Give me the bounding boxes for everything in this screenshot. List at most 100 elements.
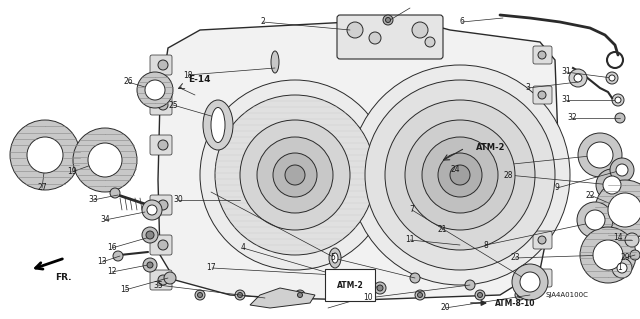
Text: 9: 9 xyxy=(555,183,559,192)
Circle shape xyxy=(377,285,383,291)
FancyBboxPatch shape xyxy=(337,15,443,59)
Circle shape xyxy=(410,273,420,283)
Circle shape xyxy=(158,275,168,285)
Circle shape xyxy=(295,290,305,300)
Circle shape xyxy=(350,65,570,285)
Circle shape xyxy=(385,100,535,250)
Circle shape xyxy=(347,22,363,38)
Circle shape xyxy=(617,263,627,273)
Circle shape xyxy=(215,95,375,255)
Circle shape xyxy=(145,80,165,100)
Circle shape xyxy=(477,293,483,298)
Text: 30: 30 xyxy=(173,196,183,204)
Text: ATM-2: ATM-2 xyxy=(476,143,506,152)
Text: 31: 31 xyxy=(561,68,571,77)
Circle shape xyxy=(538,91,546,99)
FancyBboxPatch shape xyxy=(533,269,552,287)
Text: E-14: E-14 xyxy=(188,76,211,85)
Circle shape xyxy=(538,51,546,59)
Circle shape xyxy=(465,280,475,290)
Circle shape xyxy=(608,193,640,227)
Circle shape xyxy=(365,80,555,270)
Circle shape xyxy=(73,128,137,192)
Circle shape xyxy=(27,137,63,173)
Text: 2: 2 xyxy=(260,18,266,26)
Circle shape xyxy=(137,72,173,108)
Ellipse shape xyxy=(329,248,341,268)
Circle shape xyxy=(147,205,157,215)
FancyBboxPatch shape xyxy=(533,231,552,249)
Text: 10: 10 xyxy=(363,293,373,302)
Circle shape xyxy=(577,202,613,238)
Text: 20: 20 xyxy=(440,303,450,313)
Circle shape xyxy=(143,258,157,272)
Text: 14: 14 xyxy=(613,234,623,242)
Circle shape xyxy=(587,142,613,168)
Text: 32: 32 xyxy=(567,114,577,122)
Text: 8: 8 xyxy=(484,241,488,249)
Circle shape xyxy=(147,262,153,268)
Circle shape xyxy=(146,231,154,239)
Circle shape xyxy=(515,290,525,300)
Circle shape xyxy=(383,15,393,25)
Text: 23: 23 xyxy=(510,254,520,263)
Circle shape xyxy=(198,293,202,298)
Circle shape xyxy=(609,75,615,81)
FancyBboxPatch shape xyxy=(533,46,552,64)
Text: 26: 26 xyxy=(123,78,133,86)
Circle shape xyxy=(273,153,317,197)
FancyBboxPatch shape xyxy=(533,86,552,104)
Circle shape xyxy=(257,137,333,213)
Circle shape xyxy=(630,250,640,260)
Circle shape xyxy=(110,188,120,198)
Text: 7: 7 xyxy=(410,205,415,214)
FancyBboxPatch shape xyxy=(150,55,172,75)
Circle shape xyxy=(518,293,522,298)
Circle shape xyxy=(612,94,624,106)
Circle shape xyxy=(538,274,546,282)
Circle shape xyxy=(578,133,622,177)
Polygon shape xyxy=(250,288,315,308)
Circle shape xyxy=(520,272,540,292)
Text: ATM-2: ATM-2 xyxy=(337,280,364,290)
FancyBboxPatch shape xyxy=(150,95,172,115)
Text: 13: 13 xyxy=(97,257,107,266)
Circle shape xyxy=(88,143,122,177)
Circle shape xyxy=(569,69,587,87)
Text: 12: 12 xyxy=(108,268,116,277)
Circle shape xyxy=(142,200,162,220)
Text: 16: 16 xyxy=(107,243,117,253)
Circle shape xyxy=(422,137,498,213)
Circle shape xyxy=(10,120,80,190)
Circle shape xyxy=(158,60,168,70)
FancyBboxPatch shape xyxy=(150,270,172,290)
Circle shape xyxy=(603,176,621,194)
Ellipse shape xyxy=(203,100,233,150)
Text: 25: 25 xyxy=(168,100,178,109)
Circle shape xyxy=(374,282,386,294)
FancyBboxPatch shape xyxy=(150,235,172,255)
FancyBboxPatch shape xyxy=(150,195,172,215)
Circle shape xyxy=(612,258,632,278)
Circle shape xyxy=(358,293,362,298)
Circle shape xyxy=(415,290,425,300)
Circle shape xyxy=(475,290,485,300)
Circle shape xyxy=(585,210,605,230)
Circle shape xyxy=(595,180,640,240)
Text: 21: 21 xyxy=(437,226,447,234)
Circle shape xyxy=(113,251,123,261)
Text: 1: 1 xyxy=(618,263,622,272)
Circle shape xyxy=(369,32,381,44)
Circle shape xyxy=(237,293,243,298)
Text: 31: 31 xyxy=(561,95,571,105)
Text: FR.: FR. xyxy=(55,273,72,283)
Text: ATM-8-10: ATM-8-10 xyxy=(495,299,536,308)
Circle shape xyxy=(574,74,582,82)
Circle shape xyxy=(593,240,623,270)
Text: 22: 22 xyxy=(585,190,595,199)
Ellipse shape xyxy=(332,253,338,263)
Text: 3: 3 xyxy=(525,84,531,93)
FancyBboxPatch shape xyxy=(150,135,172,155)
Text: 5: 5 xyxy=(331,254,335,263)
Text: 15: 15 xyxy=(120,286,130,294)
